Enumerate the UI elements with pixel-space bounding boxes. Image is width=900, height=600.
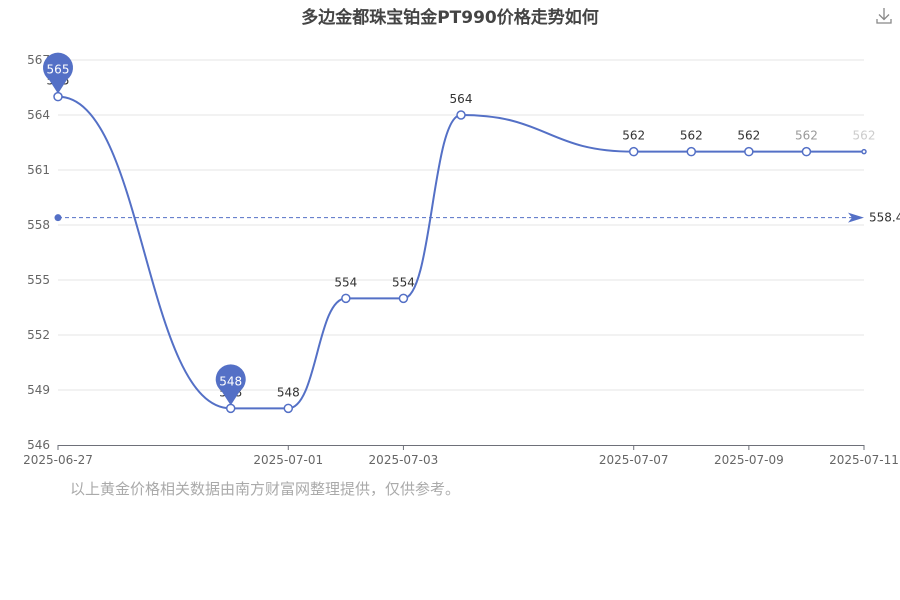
chart-title: 多边金都珠宝铂金PT990价格走势如何 xyxy=(301,8,599,28)
y-tick-label: 555 xyxy=(27,273,50,287)
min-marker xyxy=(215,364,246,406)
x-tick-label: 2025-07-11 xyxy=(829,453,899,467)
x-tick-label: 2025-07-01 xyxy=(253,453,323,467)
extreme-markers: 565 548 xyxy=(43,52,246,406)
x-tick-label: 2025-07-09 xyxy=(714,453,784,467)
data-label: 548 xyxy=(277,385,300,399)
data-point xyxy=(53,91,63,102)
data-labels: 565548548554554564562562562562562 xyxy=(47,74,876,400)
data-label: 562 xyxy=(795,129,818,143)
x-tick-label: 2025-07-03 xyxy=(369,453,439,467)
y-tick-label: 546 xyxy=(27,438,50,452)
y-tick-label: 549 xyxy=(27,383,50,397)
average-line-group: 558.4 xyxy=(54,211,900,225)
data-point xyxy=(341,293,351,304)
max-marker xyxy=(43,52,73,94)
average-line-arrow xyxy=(848,212,864,223)
data-point xyxy=(225,403,236,414)
data-label: 562 xyxy=(622,129,645,143)
y-tick-label: 558 xyxy=(27,218,50,232)
series-line-group xyxy=(57,95,864,410)
data-point xyxy=(456,110,466,120)
footnote: 以上黄金价格相关数据由南方财富网整理提供，仅供参考。 xyxy=(70,480,461,498)
x-tick-label: 2025-07-07 xyxy=(599,453,669,467)
data-point xyxy=(801,146,812,157)
max-marker-label: 565 xyxy=(47,63,70,77)
series-line xyxy=(57,95,864,410)
data-label: 554 xyxy=(334,275,357,289)
data-point xyxy=(861,148,867,155)
download-icon[interactable] xyxy=(874,6,894,26)
y-tick-label: 552 xyxy=(27,328,50,342)
data-point xyxy=(628,146,639,157)
data-point xyxy=(686,146,697,157)
x-tick-label: 2025-06-27 xyxy=(23,453,93,467)
data-point xyxy=(398,293,409,304)
data-label: 562 xyxy=(680,129,703,143)
data-points xyxy=(53,91,867,414)
y-tick-label: 564 xyxy=(27,108,50,122)
y-tick-label: 561 xyxy=(27,163,50,177)
average-line-label: 558.4 xyxy=(869,211,900,225)
data-point xyxy=(744,146,754,157)
x-axis: 2025-06-27 2025-07-01 2025-07-03 2025-07-07… xyxy=(23,445,899,467)
data-label: 562 xyxy=(737,129,760,143)
data-label: 554 xyxy=(392,275,415,289)
data-label: 562 xyxy=(853,129,876,143)
data-point xyxy=(283,403,294,414)
min-marker-label: 548 xyxy=(219,374,242,388)
data-label: 564 xyxy=(450,92,473,106)
